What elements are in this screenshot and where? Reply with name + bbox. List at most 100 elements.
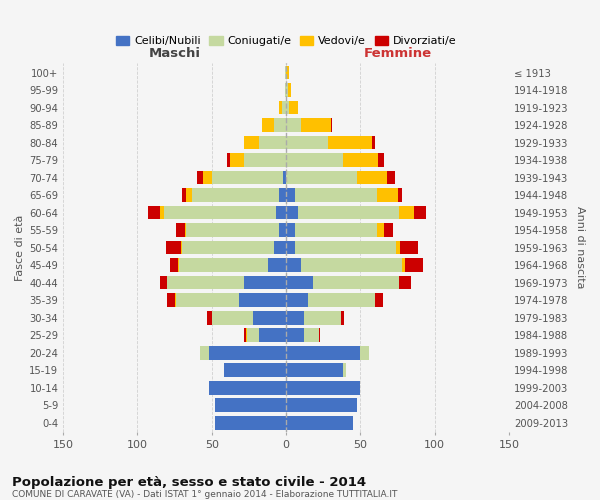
Bar (286, 188, 295, 202)
Bar (278, 224, 286, 237)
Bar (399, 206, 414, 220)
Bar (361, 346, 369, 360)
Bar (160, 206, 164, 220)
Bar (286, 276, 313, 289)
Bar (246, 328, 247, 342)
Bar (262, 118, 274, 132)
Bar (286, 346, 361, 360)
Bar (176, 294, 239, 307)
Bar (286, 364, 343, 377)
Bar (286, 171, 358, 184)
Bar (197, 171, 203, 184)
Bar (181, 241, 182, 254)
Bar (295, 224, 377, 237)
Y-axis label: Anni di nascita: Anni di nascita (575, 206, 585, 289)
Bar (286, 154, 343, 167)
Bar (209, 346, 286, 360)
Bar (286, 118, 301, 132)
Bar (160, 276, 167, 289)
Bar (185, 224, 187, 237)
Bar (275, 206, 286, 220)
Bar (212, 171, 283, 184)
Bar (319, 328, 320, 342)
Bar (274, 118, 286, 132)
Bar (278, 188, 286, 202)
Bar (301, 258, 402, 272)
Bar (341, 311, 344, 324)
Bar (400, 241, 418, 254)
Bar (200, 346, 209, 360)
Bar (331, 118, 332, 132)
Bar (286, 241, 295, 254)
Legend: Celibi/Nubili, Coniugati/e, Vedovi/e, Divorziati/e: Celibi/Nubili, Coniugati/e, Vedovi/e, Di… (112, 32, 460, 51)
Bar (247, 328, 259, 342)
Bar (281, 101, 286, 114)
Bar (304, 311, 341, 324)
Bar (283, 171, 286, 184)
Bar (402, 258, 405, 272)
Bar (230, 154, 244, 167)
Bar (289, 101, 298, 114)
Bar (286, 398, 358, 412)
Bar (286, 381, 361, 394)
Text: Popolazione per età, sesso e stato civile - 2014: Popolazione per età, sesso e stato civil… (12, 476, 366, 489)
Bar (308, 294, 375, 307)
Bar (372, 136, 375, 149)
Bar (215, 398, 286, 412)
Bar (405, 258, 423, 272)
Bar (179, 258, 268, 272)
Bar (286, 311, 304, 324)
Bar (175, 294, 176, 307)
Bar (209, 381, 286, 394)
Bar (313, 276, 399, 289)
Bar (166, 241, 181, 254)
Bar (284, 66, 286, 80)
Bar (377, 188, 398, 202)
Bar (399, 276, 411, 289)
Bar (287, 84, 290, 97)
Bar (208, 311, 212, 324)
Bar (286, 206, 298, 220)
Bar (193, 188, 278, 202)
Bar (274, 241, 286, 254)
Bar (227, 154, 230, 167)
Bar (244, 136, 259, 149)
Bar (304, 328, 319, 342)
Bar (286, 416, 353, 430)
Bar (295, 241, 396, 254)
Bar (178, 258, 179, 272)
Text: Maschi: Maschi (149, 48, 200, 60)
Bar (295, 188, 377, 202)
Bar (167, 294, 175, 307)
Bar (164, 206, 275, 220)
Text: COMUNE DI CARAVATE (VA) - Dati ISTAT 1° gennaio 2014 - Elaborazione TUTTITALIA.I: COMUNE DI CARAVATE (VA) - Dati ISTAT 1° … (12, 490, 397, 499)
Bar (377, 224, 384, 237)
Y-axis label: Fasce di età: Fasce di età (15, 214, 25, 281)
Bar (343, 364, 346, 377)
Bar (278, 101, 281, 114)
Bar (215, 416, 286, 430)
Bar (343, 154, 378, 167)
Bar (286, 101, 289, 114)
Bar (286, 294, 308, 307)
Bar (268, 258, 286, 272)
Bar (286, 84, 287, 97)
Bar (284, 84, 286, 97)
Bar (170, 258, 178, 272)
Bar (259, 328, 286, 342)
Bar (328, 136, 372, 149)
Bar (378, 154, 384, 167)
Bar (212, 311, 253, 324)
Bar (167, 276, 244, 289)
Bar (301, 118, 331, 132)
Bar (187, 224, 278, 237)
Bar (224, 364, 286, 377)
Bar (259, 136, 286, 149)
Bar (244, 276, 286, 289)
Bar (298, 206, 399, 220)
Bar (286, 224, 295, 237)
Bar (286, 66, 289, 80)
Bar (253, 311, 286, 324)
Bar (244, 328, 246, 342)
Bar (182, 188, 187, 202)
